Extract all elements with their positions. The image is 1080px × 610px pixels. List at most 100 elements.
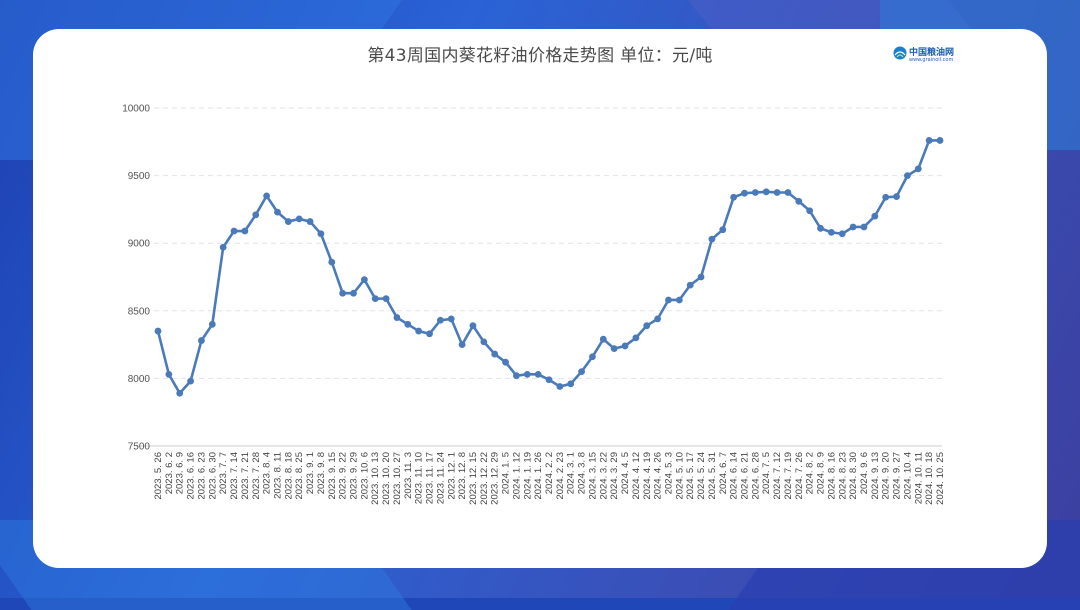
data-point: [230, 227, 238, 235]
x-tick-label: 2023. 8. 11: [272, 452, 283, 499]
x-tick-label: 2024. 8. 9: [816, 452, 827, 494]
x-tick-label: 2024. 8. 30: [848, 452, 859, 500]
data-point: [936, 137, 944, 144]
data-point: [241, 227, 249, 235]
x-tick-label: 2023. 6. 30: [207, 452, 218, 500]
x-tick-label: 2024. 7. 19: [783, 452, 794, 500]
data-point: [578, 368, 585, 376]
data-point: [719, 226, 727, 234]
data-point: [317, 230, 325, 238]
data-point: [708, 235, 716, 243]
data-point: [426, 330, 433, 338]
data-point: [393, 314, 401, 321]
data-point: [350, 289, 357, 297]
data-point: [480, 338, 488, 346]
data-point: [741, 189, 748, 197]
data-point: [871, 212, 879, 220]
data-point: [643, 322, 651, 330]
data-point: [925, 137, 933, 144]
x-tick-label: 2023. 9. 22: [338, 452, 349, 500]
x-tick-label: 2024. 1. 5: [501, 452, 512, 494]
data-point: [523, 370, 531, 378]
x-tick-label: 2024. 4. 19: [642, 452, 653, 500]
x-tick-label: 2023. 8. 4: [262, 452, 273, 494]
data-point: [697, 273, 705, 281]
data-point: [306, 218, 314, 225]
logo: 中国粮油网 www.grainoil.com: [893, 43, 973, 67]
data-point: [654, 315, 662, 323]
data-point: [686, 281, 694, 289]
y-tick-label: 9000: [128, 239, 151, 250]
data-point: [502, 358, 509, 366]
x-tick-label: 2024. 10. 25: [935, 452, 946, 505]
globe-icon: [893, 46, 907, 60]
x-tick-label: 2024. 10. 18: [924, 452, 935, 505]
data-point: [599, 335, 607, 343]
x-tick-label: 2024. 6. 14: [729, 452, 740, 500]
data-point: [415, 327, 423, 335]
chart-title: 第43周国内葵花籽油价格走势图 单位：元/吨: [367, 46, 713, 66]
x-tick-label: 2023. 11. 24: [435, 452, 446, 504]
x-tick-label: 2023. 10. 20: [381, 452, 392, 505]
x-tick-label: 2023. 10. 13: [370, 452, 381, 505]
x-tick-label: 2023. 9. 8: [316, 452, 327, 494]
x-tick-label: 2023. 11. 3: [403, 452, 414, 499]
data-point: [838, 230, 846, 238]
x-tick-label: 2023. 8. 18: [283, 452, 294, 500]
data-point: [751, 189, 759, 196]
data-point: [675, 296, 683, 304]
series-line: [156, 139, 940, 395]
data-point: [545, 376, 553, 384]
data-point: [513, 372, 520, 380]
y-tick-label: 7500: [128, 442, 151, 453]
x-tick-label: 2024. 2. 23: [555, 452, 566, 500]
chart-card: 第43周国内葵花籽油价格走势图 单位：元/吨 中国粮油网 www.grainoi…: [33, 29, 1047, 568]
x-tick-label: 2024. 3. 22: [598, 452, 609, 500]
x-tick-label: 2024. 10. 4: [902, 452, 913, 500]
x-tick-label: 2024. 1. 12: [511, 452, 522, 500]
data-point: [208, 320, 216, 328]
data-point: [632, 334, 640, 342]
x-tick-label: 2023. 6. 2: [164, 452, 175, 494]
x-tick-label: 2023. 7. 14: [229, 452, 240, 500]
data-point: [360, 276, 368, 284]
x-tick-label: 2024. 5. 24: [696, 452, 707, 500]
x-tick-label: 2024. 3. 8: [577, 452, 588, 494]
x-tick-label: 2023. 5. 26: [153, 452, 164, 500]
data-point: [284, 218, 292, 225]
data-point: [773, 189, 781, 196]
logo-name: 中国粮油网: [909, 48, 955, 58]
x-tick-label: 2023. 10. 6: [359, 452, 370, 500]
x-tick-label: 2023. 11. 17: [425, 452, 436, 504]
x-tick-label: 2024. 8. 2: [805, 452, 816, 494]
data-point: [795, 197, 803, 205]
data-point: [762, 188, 770, 196]
x-tick-label: 2023. 6. 23: [196, 452, 207, 500]
x-tick-label: 2024. 1. 19: [522, 452, 533, 500]
data-point: [176, 389, 184, 397]
data-point: [436, 316, 444, 324]
data-point: [893, 193, 900, 200]
x-tick-label: 2024. 2. 2: [544, 452, 555, 494]
data-point: [447, 315, 455, 323]
data-point: [219, 243, 227, 251]
x-tick-label: 2023. 11. 10: [414, 452, 425, 504]
data-point: [295, 215, 303, 223]
x-tick-label: 2024. 8. 23: [837, 452, 848, 500]
x-tick-label: 2024. 10. 11: [913, 452, 924, 504]
data-point: [154, 327, 162, 335]
x-tick-label: 2023. 12. 22: [479, 452, 490, 505]
y-tick-label: 9500: [128, 171, 151, 182]
y-tick-label: 8500: [128, 306, 151, 317]
data-point: [198, 337, 205, 344]
data-point: [904, 172, 911, 180]
x-tick-label: 2024. 9. 27: [892, 452, 903, 500]
data-point: [806, 207, 814, 215]
x-tick-label: 2023. 7. 7: [218, 452, 229, 494]
x-tick-label: 2024. 3. 1: [566, 452, 577, 494]
x-tick-label: 2023. 6. 16: [186, 452, 197, 500]
data-point: [491, 350, 499, 358]
data-point: [382, 295, 390, 303]
y-tick-label: 8000: [128, 374, 151, 385]
